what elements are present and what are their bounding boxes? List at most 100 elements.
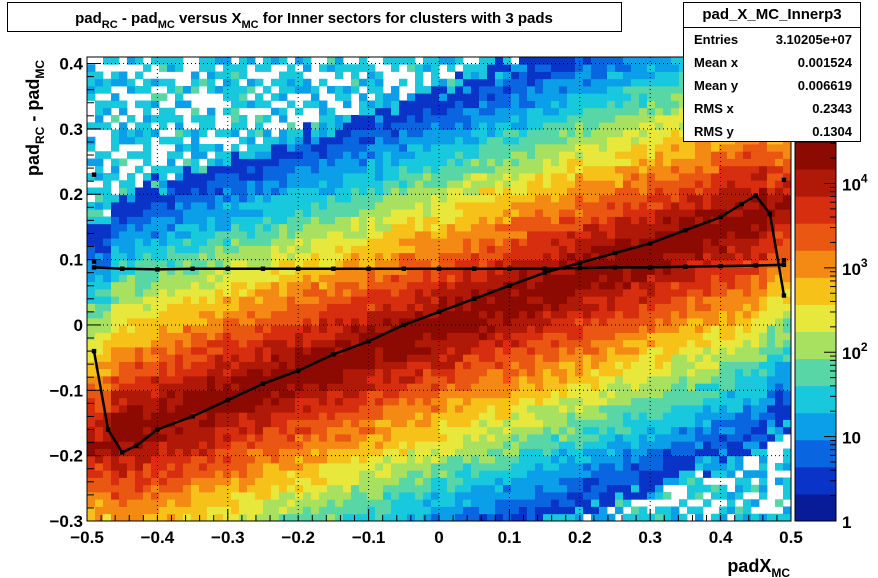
- heatmap-cell: [703, 405, 712, 413]
- heatmap-cell: [703, 260, 712, 268]
- heatmap-cell: [223, 368, 232, 377]
- heatmap-cell: [679, 513, 688, 522]
- heatmap-cell: [711, 390, 720, 399]
- heatmap-cell: [255, 434, 264, 442]
- heatmap-cell: [303, 129, 312, 138]
- heatmap-cell: [239, 506, 248, 515]
- heatmap-cell: [671, 78, 680, 87]
- heatmap-cell: [239, 252, 248, 261]
- heatmap-cell: [263, 267, 272, 275]
- heatmap-cell: [735, 332, 744, 341]
- heatmap-cell: [447, 223, 456, 232]
- heatmap-cell: [199, 397, 208, 406]
- heatmap-cell: [511, 426, 520, 435]
- heatmap-cell: [119, 506, 128, 515]
- heatmap-cell: [591, 180, 600, 188]
- heatmap-cell: [111, 339, 120, 348]
- heatmap-cell: [207, 441, 216, 449]
- heatmap-cell: [159, 455, 168, 464]
- heatmap-cell: [359, 129, 368, 138]
- heatmap-cell: [391, 231, 400, 239]
- heatmap-cell: [199, 499, 208, 507]
- heatmap-cell: [711, 513, 720, 522]
- heatmap-cell: [679, 151, 688, 159]
- heatmap-cell: [199, 129, 208, 138]
- heatmap-cell: [487, 419, 496, 428]
- heatmap-cell: [175, 397, 184, 406]
- heatmap-cell: [647, 115, 656, 123]
- heatmap-cell: [463, 100, 472, 109]
- heatmap-cell: [351, 194, 360, 203]
- heatmap-cell: [191, 390, 200, 399]
- heatmap-cell: [95, 115, 104, 123]
- heatmap-cell: [279, 173, 288, 181]
- heatmap-cell: [207, 202, 216, 210]
- heatmap-cell: [327, 484, 336, 493]
- heatmap-cell: [207, 57, 216, 65]
- heatmap-cell: [191, 310, 200, 319]
- heatmap-cell: [567, 93, 576, 101]
- heatmap-cell: [167, 260, 176, 268]
- heatmap-cell: [159, 57, 168, 65]
- heatmap-cell: [151, 245, 160, 254]
- heatmap-cell: [519, 86, 528, 94]
- heatmap-cell: [271, 187, 280, 196]
- heatmap-cell: [207, 260, 216, 268]
- heatmap-cell: [223, 499, 232, 507]
- heatmap-cell: [311, 419, 320, 428]
- heatmap-cell: [87, 231, 96, 239]
- heatmap-cell: [647, 513, 656, 522]
- heatmap-cell: [199, 194, 208, 203]
- heatmap-cell: [695, 441, 704, 449]
- heatmap-cell: [695, 368, 704, 377]
- heatmap-cell: [527, 223, 536, 232]
- heatmap-cell: [647, 187, 656, 196]
- heatmap-cell: [599, 64, 608, 72]
- heatmap-cell: [663, 303, 672, 312]
- heatmap-cell: [103, 274, 112, 283]
- heatmap-cell: [663, 151, 672, 159]
- heatmap-cell: [191, 252, 200, 261]
- heatmap-cell: [623, 361, 632, 370]
- heatmap-cell: [343, 347, 352, 355]
- heatmap-cell: [591, 296, 600, 304]
- heatmap-cell: [367, 107, 376, 116]
- heatmap-cell: [663, 71, 672, 80]
- heatmap-cell: [695, 238, 704, 246]
- heatmap-cell: [135, 368, 144, 377]
- heatmap-cell: [87, 209, 96, 217]
- heatmap-cell: [183, 252, 192, 261]
- heatmap-cell: [327, 318, 336, 326]
- heatmap-cell: [591, 383, 600, 391]
- heatmap-cell: [543, 296, 552, 304]
- heatmap-cell: [719, 281, 728, 290]
- heatmap-cell: [583, 434, 592, 442]
- heatmap-cell: [719, 332, 728, 341]
- heatmap-cell: [351, 325, 360, 333]
- heatmap-cell: [711, 354, 720, 362]
- heatmap-cell: [567, 499, 576, 507]
- heatmap-cell: [607, 173, 616, 181]
- heatmap-cell: [743, 434, 752, 442]
- heatmap-cell: [543, 165, 552, 174]
- heatmap-cell: [343, 332, 352, 341]
- heatmap-cell: [343, 506, 352, 515]
- heatmap-cell: [679, 434, 688, 442]
- heatmap-cell: [135, 463, 144, 471]
- heatmap-cell: [495, 361, 504, 370]
- heatmap-cell: [447, 194, 456, 203]
- heatmap-cell: [287, 136, 296, 145]
- heatmap-cell: [175, 296, 184, 304]
- heatmap-cell: [495, 318, 504, 326]
- heatmap-cell: [231, 506, 240, 515]
- heatmap-cell: [431, 499, 440, 507]
- heatmap-cell: [199, 289, 208, 297]
- heatmap-cell: [127, 513, 136, 522]
- heatmap-cell: [455, 158, 464, 167]
- heatmap-cell: [735, 419, 744, 428]
- heatmap-cell: [503, 332, 512, 341]
- heatmap-cell: [575, 441, 584, 449]
- heatmap-cell: [543, 470, 552, 478]
- heatmap-cell: [167, 441, 176, 449]
- heatmap-cell: [567, 231, 576, 239]
